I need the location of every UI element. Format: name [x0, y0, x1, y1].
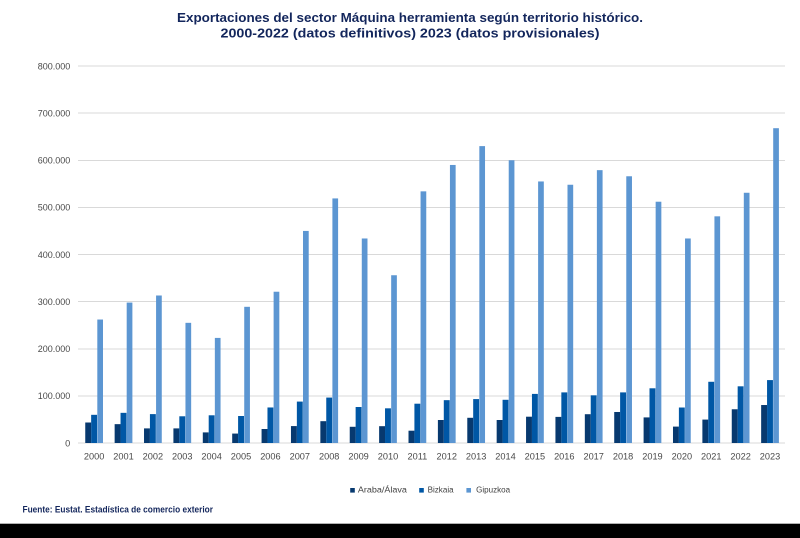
svg-text:300.000: 300.000	[38, 297, 71, 307]
svg-text:2002: 2002	[143, 452, 163, 462]
svg-text:Exportaciones del sector Máqui: Exportaciones del sector Máquina herrami…	[177, 10, 643, 25]
svg-text:2023: 2023	[760, 452, 780, 462]
svg-text:600.000: 600.000	[38, 156, 71, 166]
svg-text:2021: 2021	[701, 452, 721, 462]
svg-text:2020: 2020	[672, 452, 692, 462]
svg-text:2019: 2019	[642, 452, 662, 462]
svg-text:2016: 2016	[554, 452, 574, 462]
svg-text:2009: 2009	[348, 452, 368, 462]
svg-text:2013: 2013	[466, 452, 486, 462]
svg-text:Bizkaia: Bizkaia	[428, 485, 454, 495]
svg-text:2001: 2001	[113, 452, 133, 462]
svg-text:2000: 2000	[84, 452, 104, 462]
svg-text:500.000: 500.000	[38, 203, 71, 213]
svg-text:2011: 2011	[407, 452, 427, 462]
svg-text:2012: 2012	[437, 452, 457, 462]
svg-text:0: 0	[65, 438, 70, 448]
svg-text:2017: 2017	[583, 452, 603, 462]
svg-text:2015: 2015	[525, 452, 545, 462]
svg-text:2003: 2003	[172, 452, 192, 462]
svg-text:400.000: 400.000	[38, 250, 71, 260]
svg-text:2006: 2006	[260, 452, 280, 462]
svg-text:Araba/Álava: Araba/Álava	[358, 485, 407, 495]
svg-text:800.000: 800.000	[38, 61, 71, 71]
svg-text:2014: 2014	[495, 452, 515, 462]
svg-text:200.000: 200.000	[38, 344, 71, 354]
svg-text:2007: 2007	[290, 452, 310, 462]
svg-text:2022: 2022	[730, 452, 750, 462]
svg-text:700.000: 700.000	[38, 108, 71, 118]
svg-text:2008: 2008	[319, 452, 339, 462]
svg-text:100.000: 100.000	[38, 391, 71, 401]
svg-text:Fuente: Eustat. Estadística de: Fuente: Eustat. Estadística de comercio …	[23, 505, 214, 515]
svg-text:2000-2022 (datos definitivos): 2000-2022 (datos definitivos) 2023 (dato…	[221, 25, 600, 40]
svg-text:2010: 2010	[378, 452, 398, 462]
svg-text:2018: 2018	[613, 452, 633, 462]
svg-text:Gipuzkoa: Gipuzkoa	[476, 485, 510, 495]
svg-text:2004: 2004	[201, 452, 221, 462]
svg-text:2005: 2005	[231, 452, 251, 462]
